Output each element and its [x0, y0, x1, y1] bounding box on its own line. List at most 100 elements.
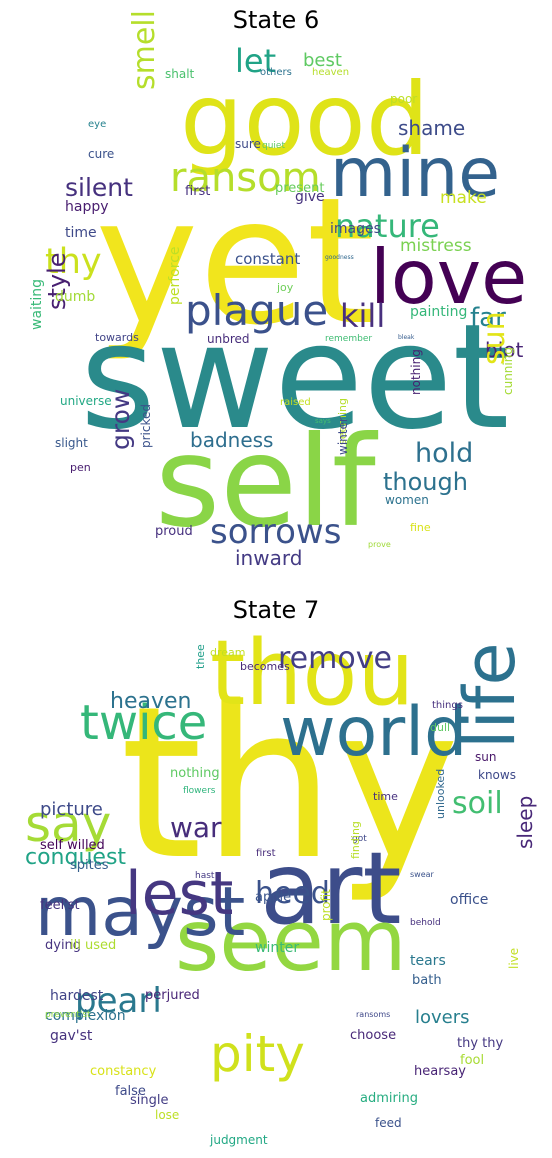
cloud-word: dumb	[55, 289, 96, 305]
cloud-word: war	[170, 811, 222, 844]
cloud-word: far	[470, 303, 506, 333]
cloud-word: pricked	[139, 403, 153, 448]
cloud-word: judgment	[210, 1133, 268, 1147]
cloud-word: thy	[45, 242, 102, 282]
cloud-word: constant	[235, 250, 301, 268]
cloud-word: sure	[235, 137, 261, 151]
cloud-word: perforce	[167, 246, 183, 305]
cloud-word: ill used	[70, 938, 117, 953]
cloud-word: first	[256, 848, 276, 859]
cloud-word: towards	[95, 331, 139, 344]
cloud-word: picture	[40, 799, 103, 820]
cloud-word: time	[65, 225, 97, 241]
cloud-word: hardest	[50, 988, 104, 1004]
cloud-word: hold	[415, 438, 474, 469]
cloud-word: self willed	[40, 838, 105, 853]
cloud-word: time	[373, 790, 398, 803]
cloud-word: ransom	[170, 155, 321, 201]
cloud-word: complexion	[45, 1008, 126, 1024]
cloud-word: nothing	[409, 349, 423, 395]
cloud-word: universe	[60, 394, 112, 408]
cloud-word: becomes	[240, 660, 290, 673]
cloud-word: mistress	[400, 236, 472, 256]
cloud-word: thy	[120, 661, 460, 906]
word-cloud: thy thou art seem world mayst life lest twice say…	[0, 579, 552, 1158]
cloud-word: lovers	[415, 1007, 470, 1028]
cloud-word: sleep	[513, 795, 537, 849]
cloud-word: choose	[350, 1028, 397, 1043]
cloud-word: cure	[88, 147, 115, 161]
cloud-word: apple	[255, 890, 292, 905]
word-cloud: yet sweet self good mine love ransom plague sorr…	[29, 10, 528, 570]
cloud-word: quiet	[262, 141, 285, 151]
cloud-word: feed	[375, 1116, 402, 1130]
cloud-word: heed	[255, 876, 330, 911]
cloud-word: winter	[336, 417, 350, 455]
cloud-word: proud	[155, 524, 193, 539]
cloud-word: unlooked	[434, 768, 447, 819]
cloud-word: knows	[478, 768, 516, 782]
cloud-word: ransoms	[356, 1010, 391, 1019]
cloud-word: make	[440, 188, 487, 208]
cloud-word: winter	[255, 940, 300, 956]
cloud-word: grow	[106, 388, 135, 450]
cloud-word: hearsay	[414, 1064, 466, 1079]
cloud-word: admiring	[360, 1091, 418, 1106]
cloud-word: seem	[175, 892, 407, 991]
cloud-word: heaven	[312, 67, 350, 78]
cloud-word: happy	[65, 199, 109, 215]
cloud-word: spites	[70, 858, 109, 873]
cloud-word: feel'st	[40, 898, 80, 913]
cloud-word: conquest	[25, 845, 127, 870]
cloud-word: lose	[155, 1108, 180, 1122]
cloud-word: heaven	[110, 689, 192, 714]
cloud-word: office	[450, 892, 489, 908]
cloud-word: shame	[398, 116, 466, 140]
cloud-word: constancy	[90, 1064, 157, 1079]
cloud-word: best	[303, 50, 342, 71]
cloud-word: say	[25, 795, 112, 853]
cloud-word: let	[235, 42, 277, 80]
cloud-word: waiting	[29, 278, 45, 330]
cloud-word: poor	[390, 92, 418, 106]
cloud-word: finding	[349, 821, 362, 859]
cloud-word: prevent'st	[45, 1010, 91, 1020]
cloud-word: single	[130, 1093, 169, 1108]
cloud-word: though	[383, 468, 468, 496]
cloud-word: thy thy	[457, 1036, 504, 1051]
cloud-word: pen	[70, 461, 91, 474]
cloud-word: raised	[280, 397, 311, 408]
cloud-word: unbred	[207, 332, 250, 346]
cloud-word: soil	[452, 786, 503, 821]
cloud-word: inward	[235, 546, 303, 570]
cloud-word: blot	[485, 338, 524, 362]
cloud-word: others	[260, 67, 292, 78]
cloud-word: images	[330, 221, 381, 237]
cloud-word: says	[315, 417, 331, 425]
panel-state-7: State 7 thy thou art seem world mayst life lest…	[0, 579, 552, 1158]
cloud-word: swear	[410, 870, 434, 879]
panel-state-6: State 6 yet sweet self good mine love ransom pl…	[29, 6, 528, 570]
cloud-word: bath	[412, 973, 442, 988]
cloud-word: behold	[410, 918, 441, 928]
cloud-word: self	[155, 410, 376, 555]
cloud-word: prove	[368, 540, 391, 549]
cloud-word: perjured	[145, 988, 200, 1003]
cloud-word: women	[385, 493, 429, 507]
cloud-word: shalt	[165, 67, 195, 81]
panel-title: State 7	[232, 596, 320, 624]
cloud-word: art	[260, 830, 402, 947]
cloud-word: remove	[278, 641, 392, 676]
cloud-word: lest	[125, 859, 234, 929]
cloud-word: profit	[319, 889, 333, 921]
cloud-word: life	[449, 642, 531, 749]
cloud-word: yet	[95, 161, 375, 364]
cloud-word: love	[370, 233, 528, 321]
cloud-word: tears	[410, 953, 446, 969]
cloud-word: dull	[430, 721, 451, 734]
cloud-word: flowers	[183, 786, 216, 796]
cloud-word: mayst	[35, 873, 246, 952]
cloud-word: pity	[210, 1025, 305, 1083]
cloud-word: mine	[330, 134, 501, 213]
cloud-word: present	[275, 181, 325, 196]
